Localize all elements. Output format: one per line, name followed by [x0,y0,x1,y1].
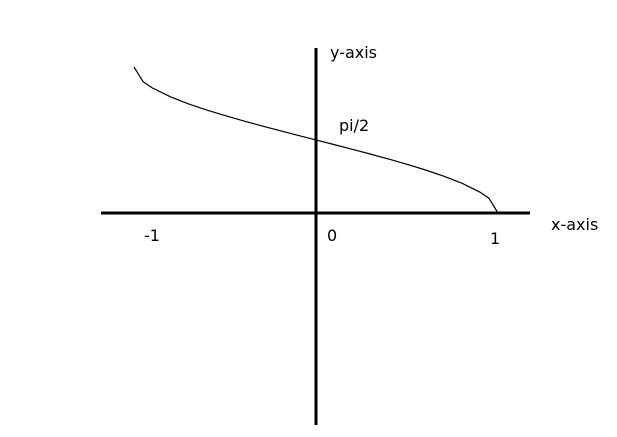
x-tick-label-neg1: -1 [144,226,160,245]
x-axis-label: x-axis [551,215,598,234]
x-tick-label-1: 1 [490,229,500,248]
origin-label: 0 [327,226,337,245]
pi-over-2-label: pi/2 [339,116,369,135]
series-line [133,66,499,214]
y-axis-label: y-axis [330,43,377,62]
